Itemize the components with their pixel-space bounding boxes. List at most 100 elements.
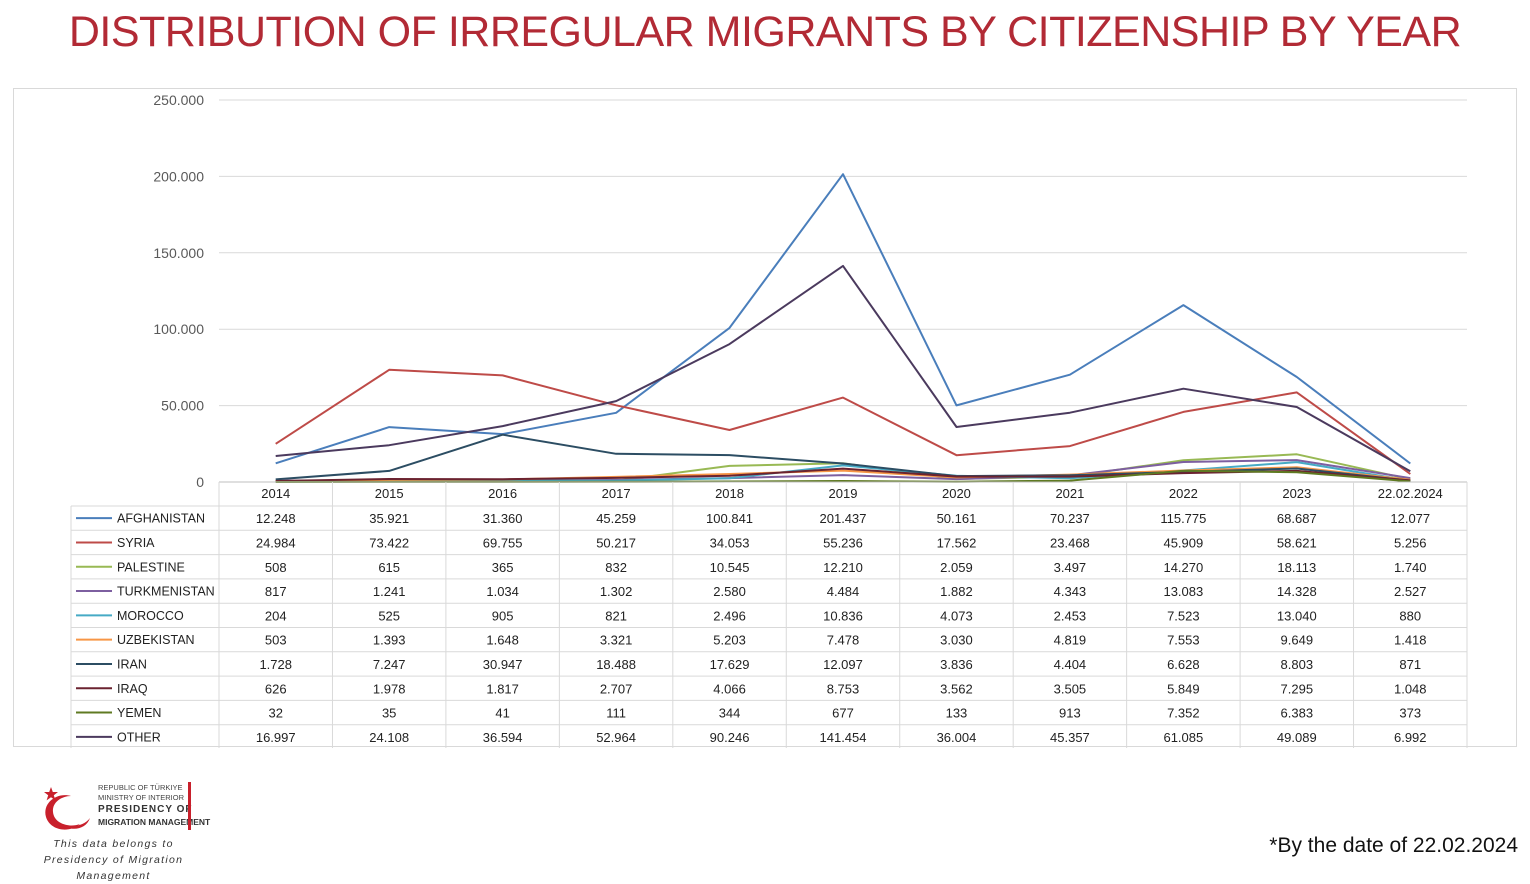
- data-cell: 50.161: [937, 511, 977, 526]
- data-cell: 913: [1059, 706, 1081, 721]
- data-cell: 5.203: [713, 633, 746, 648]
- y-tick-label: 50.000: [161, 398, 204, 414]
- date-footnote: *By the date of 22.02.2024: [1269, 834, 1518, 857]
- legend-label: UZBEKISTAN: [117, 633, 195, 647]
- data-cell: 12.210: [823, 560, 863, 575]
- data-cell: 133: [946, 706, 968, 721]
- data-cell: 10.545: [710, 560, 750, 575]
- data-cell: 4.404: [1054, 657, 1087, 672]
- data-cell: 6.628: [1167, 657, 1200, 672]
- data-cell: 13.083: [1163, 584, 1203, 599]
- data-cell: 17.629: [710, 657, 750, 672]
- data-cell: 821: [605, 608, 627, 623]
- data-cell: 4.343: [1054, 584, 1087, 599]
- data-cell: 2.059: [940, 560, 973, 575]
- legend-label: IRAQ: [117, 682, 148, 696]
- data-cell: 10.836: [823, 608, 863, 623]
- data-cell: 4.484: [827, 584, 860, 599]
- data-cell: 503: [265, 633, 287, 648]
- data-cell: 4.066: [713, 681, 746, 696]
- data-cell: 525: [378, 608, 400, 623]
- logo-text-republic: REPUBLIC OF TÜRKIYE: [98, 783, 183, 792]
- data-cell: 14.270: [1163, 560, 1203, 575]
- data-cell: 115.775: [1160, 511, 1206, 526]
- y-axis-ticks: 0 50.000 100.000 150.000 200.000 250.000: [153, 92, 204, 490]
- logo-text-migration: MIGRATION MANAGEMENT: [98, 817, 211, 827]
- x-tick-label: 2023: [1282, 486, 1311, 501]
- logo-text-ministry: MINISTRY OF INTERIOR: [98, 793, 184, 802]
- data-cell: 4.073: [940, 608, 973, 623]
- data-cell: 8.753: [827, 681, 860, 696]
- data-cell: 373: [1399, 706, 1421, 721]
- data-cell: 7.295: [1281, 681, 1314, 696]
- data-cell: 626: [265, 681, 287, 696]
- data-cell: 36.594: [483, 730, 523, 745]
- data-cell: 2.527: [1394, 584, 1427, 599]
- legend-label: YEMEN: [117, 706, 161, 720]
- data-cell: 1.048: [1394, 681, 1427, 696]
- data-table: 2014 2015 2016 2017 2018 2019 2020 2021 2022 2023…: [70, 481, 1468, 748]
- data-cell: 73.422: [369, 535, 409, 550]
- x-tick-label: 2022: [1169, 486, 1198, 501]
- x-tick-label: 2018: [715, 486, 744, 501]
- legend-label: PALESTINE: [117, 560, 185, 574]
- data-cell: 12.248: [256, 511, 296, 526]
- data-cell: 1.978: [373, 681, 406, 696]
- data-cell: 18.488: [596, 657, 636, 672]
- data-cell: 14.328: [1277, 584, 1317, 599]
- data-cell: 1.740: [1394, 560, 1427, 575]
- data-cell: 24.984: [256, 535, 296, 550]
- data-cell: 3.321: [600, 633, 633, 648]
- data-cell: 69.755: [483, 535, 523, 550]
- x-tick-label: 2014: [261, 486, 290, 501]
- data-cell: 50.217: [596, 535, 636, 550]
- series-line-iraq: [275, 467, 1411, 482]
- y-tick-label: 0: [196, 474, 204, 490]
- data-cell: 3.836: [940, 657, 973, 672]
- data-cell: 7.523: [1167, 608, 1200, 623]
- data-cell: 3.505: [1054, 681, 1087, 696]
- logo-divider: [188, 782, 191, 830]
- data-cell: 201.437: [820, 511, 867, 526]
- data-cell: 36.004: [937, 730, 977, 745]
- ministry-logo: REPUBLIC OF TÜRKIYE MINISTRY OF INTERIOR…: [40, 782, 210, 834]
- data-cell: 1.817: [486, 681, 519, 696]
- data-cell: 45.357: [1050, 730, 1090, 745]
- y-tick-label: 200.000: [153, 168, 204, 184]
- x-tick-label: 2019: [829, 486, 858, 501]
- legend-label: OTHER: [117, 730, 161, 744]
- data-cell: 49.089: [1277, 730, 1317, 745]
- legend-label: SYRIA: [117, 536, 155, 550]
- data-cell: 7.352: [1167, 706, 1200, 721]
- data-cell: 16.997: [256, 730, 296, 745]
- data-cell: 1.393: [373, 633, 406, 648]
- data-cell: 111: [606, 706, 626, 721]
- data-cell: 817: [265, 584, 287, 599]
- series-line-morocco: [275, 461, 1411, 483]
- y-tick-label: 100.000: [153, 321, 204, 337]
- data-cell: 832: [605, 560, 627, 575]
- series-line-afghanistan: [275, 173, 1411, 465]
- data-cell: 100.841: [706, 511, 753, 526]
- data-cell: 6.992: [1394, 730, 1427, 745]
- data-cell: 30.947: [483, 657, 523, 672]
- x-tick-label: 2015: [375, 486, 404, 501]
- data-cell: 13.040: [1277, 608, 1317, 623]
- data-cell: 17.562: [937, 535, 977, 550]
- y-tick-label: 250.000: [153, 92, 204, 108]
- logo-text-presidency: PRESIDENCY OF: [98, 804, 193, 815]
- data-cell: 204: [265, 608, 287, 623]
- data-cell: 18.113: [1277, 560, 1316, 575]
- data-cell: 1.241: [373, 584, 406, 599]
- data-cell: 1.034: [486, 584, 519, 599]
- data-cell: 23.468: [1050, 535, 1090, 550]
- data-cell: 7.553: [1167, 633, 1200, 648]
- data-cell: 905: [492, 608, 514, 623]
- x-tick-label: 2016: [488, 486, 517, 501]
- x-tick-label: 2020: [942, 486, 971, 501]
- data-cell: 68.687: [1277, 511, 1317, 526]
- x-tick-label: 22.02.2024: [1378, 486, 1443, 501]
- data-cell: 32: [268, 706, 282, 721]
- legend-label: TURKMENISTAN: [117, 585, 215, 599]
- data-cell: 31.360: [483, 511, 523, 526]
